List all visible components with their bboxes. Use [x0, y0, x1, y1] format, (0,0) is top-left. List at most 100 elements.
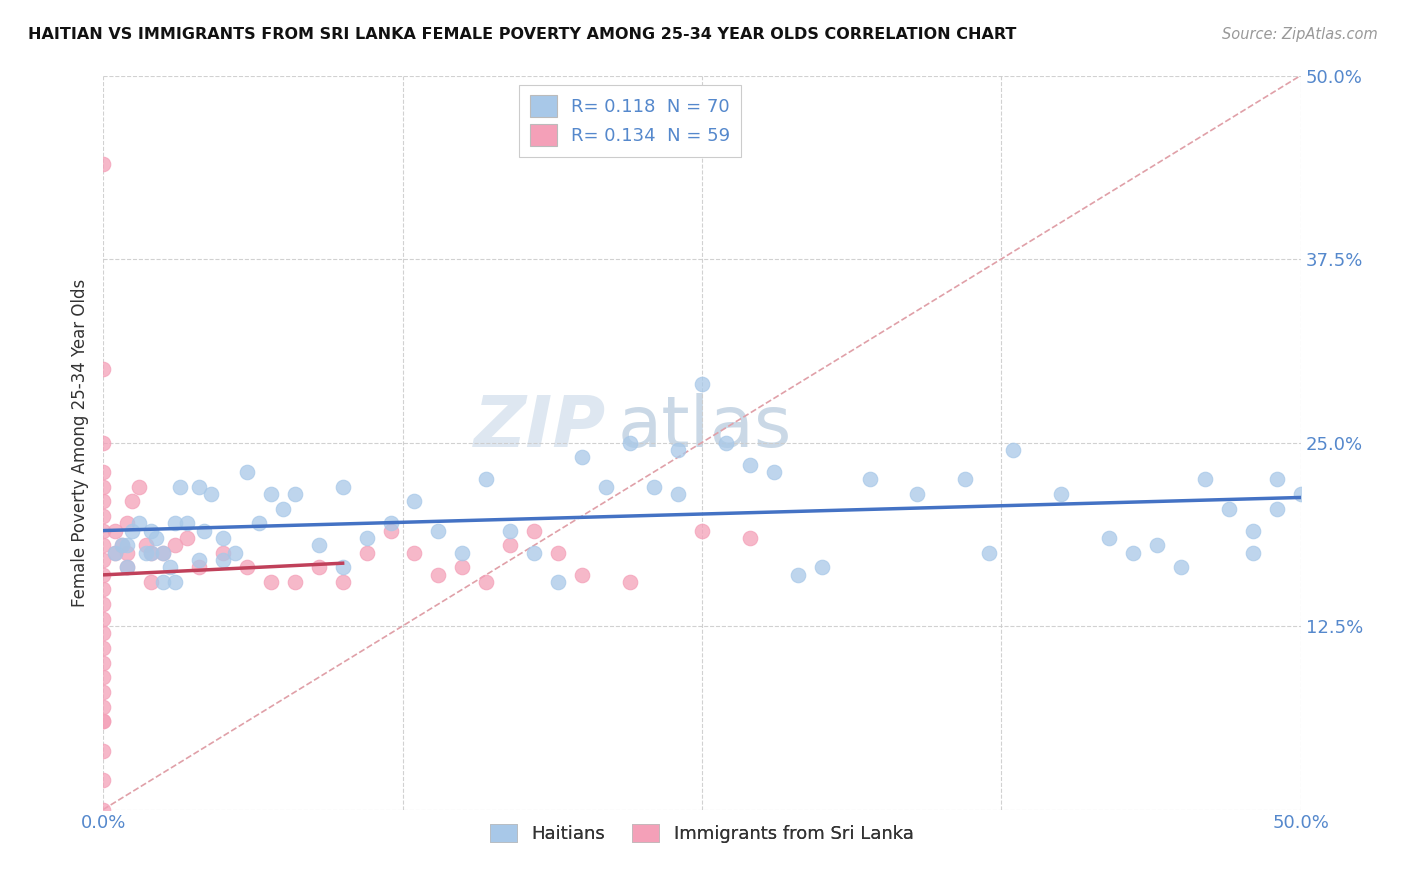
Point — [404, 546, 426, 560]
Point — [1050, 487, 1073, 501]
Legend: Haitians, Immigrants from Sri Lanka: Haitians, Immigrants from Sri Lanka — [481, 814, 922, 852]
Point — [91, 626, 114, 640]
Point — [121, 494, 143, 508]
Point — [91, 670, 114, 684]
Text: ZIP: ZIP — [474, 393, 606, 462]
Point — [139, 546, 162, 560]
Point — [187, 479, 209, 493]
Point — [163, 574, 186, 589]
Point — [786, 567, 808, 582]
Point — [260, 574, 283, 589]
Point — [1218, 501, 1240, 516]
Point — [152, 574, 174, 589]
Point — [1002, 442, 1025, 457]
Point — [714, 435, 737, 450]
Point — [115, 560, 138, 574]
Point — [91, 538, 114, 552]
Point — [738, 531, 761, 545]
Point — [115, 516, 138, 531]
Point — [91, 508, 114, 523]
Point — [135, 538, 157, 552]
Point — [176, 516, 198, 531]
Point — [91, 524, 114, 538]
Point — [308, 560, 330, 574]
Point — [1265, 501, 1288, 516]
Point — [152, 546, 174, 560]
Point — [139, 546, 162, 560]
Point — [907, 487, 929, 501]
Point — [690, 376, 713, 391]
Point — [91, 597, 114, 611]
Point — [236, 560, 259, 574]
Point — [619, 435, 641, 450]
Point — [595, 479, 617, 493]
Point — [332, 574, 354, 589]
Point — [979, 546, 1001, 560]
Point — [308, 538, 330, 552]
Point — [193, 524, 215, 538]
Point — [1241, 546, 1264, 560]
Point — [260, 487, 283, 501]
Point — [111, 538, 134, 552]
Point — [666, 487, 689, 501]
Point — [91, 465, 114, 479]
Point — [91, 744, 114, 758]
Point — [1241, 524, 1264, 538]
Point — [738, 458, 761, 472]
Point — [91, 714, 114, 729]
Point — [643, 479, 665, 493]
Point — [1122, 546, 1144, 560]
Point — [1289, 487, 1312, 501]
Point — [212, 546, 235, 560]
Point — [135, 546, 157, 560]
Point — [451, 560, 474, 574]
Point — [475, 574, 498, 589]
Point — [762, 465, 785, 479]
Point — [139, 574, 162, 589]
Point — [104, 546, 127, 560]
Point — [187, 560, 209, 574]
Point — [152, 546, 174, 560]
Point — [91, 567, 114, 582]
Point — [169, 479, 191, 493]
Point — [91, 479, 114, 493]
Point — [200, 487, 222, 501]
Point — [104, 546, 127, 560]
Point — [332, 560, 354, 574]
Point — [187, 553, 209, 567]
Point — [91, 773, 114, 788]
Point — [523, 546, 546, 560]
Point — [1265, 472, 1288, 486]
Point — [163, 538, 186, 552]
Point — [128, 516, 150, 531]
Point — [271, 501, 294, 516]
Point — [380, 516, 402, 531]
Point — [475, 472, 498, 486]
Point — [91, 656, 114, 670]
Point — [284, 487, 307, 501]
Point — [1170, 560, 1192, 574]
Point — [955, 472, 977, 486]
Point — [104, 524, 127, 538]
Point — [404, 494, 426, 508]
Point — [499, 524, 522, 538]
Point — [91, 553, 114, 567]
Point — [690, 524, 713, 538]
Point — [1194, 472, 1216, 486]
Point — [159, 560, 181, 574]
Point — [858, 472, 880, 486]
Point — [224, 546, 246, 560]
Point — [1098, 531, 1121, 545]
Point — [139, 524, 162, 538]
Point — [163, 516, 186, 531]
Text: HAITIAN VS IMMIGRANTS FROM SRI LANKA FEMALE POVERTY AMONG 25-34 YEAR OLDS CORREL: HAITIAN VS IMMIGRANTS FROM SRI LANKA FEM… — [28, 27, 1017, 42]
Point — [91, 582, 114, 597]
Point — [212, 531, 235, 545]
Point — [666, 442, 689, 457]
Point — [91, 494, 114, 508]
Point — [523, 524, 546, 538]
Point — [332, 479, 354, 493]
Point — [499, 538, 522, 552]
Point — [128, 479, 150, 493]
Point — [356, 531, 378, 545]
